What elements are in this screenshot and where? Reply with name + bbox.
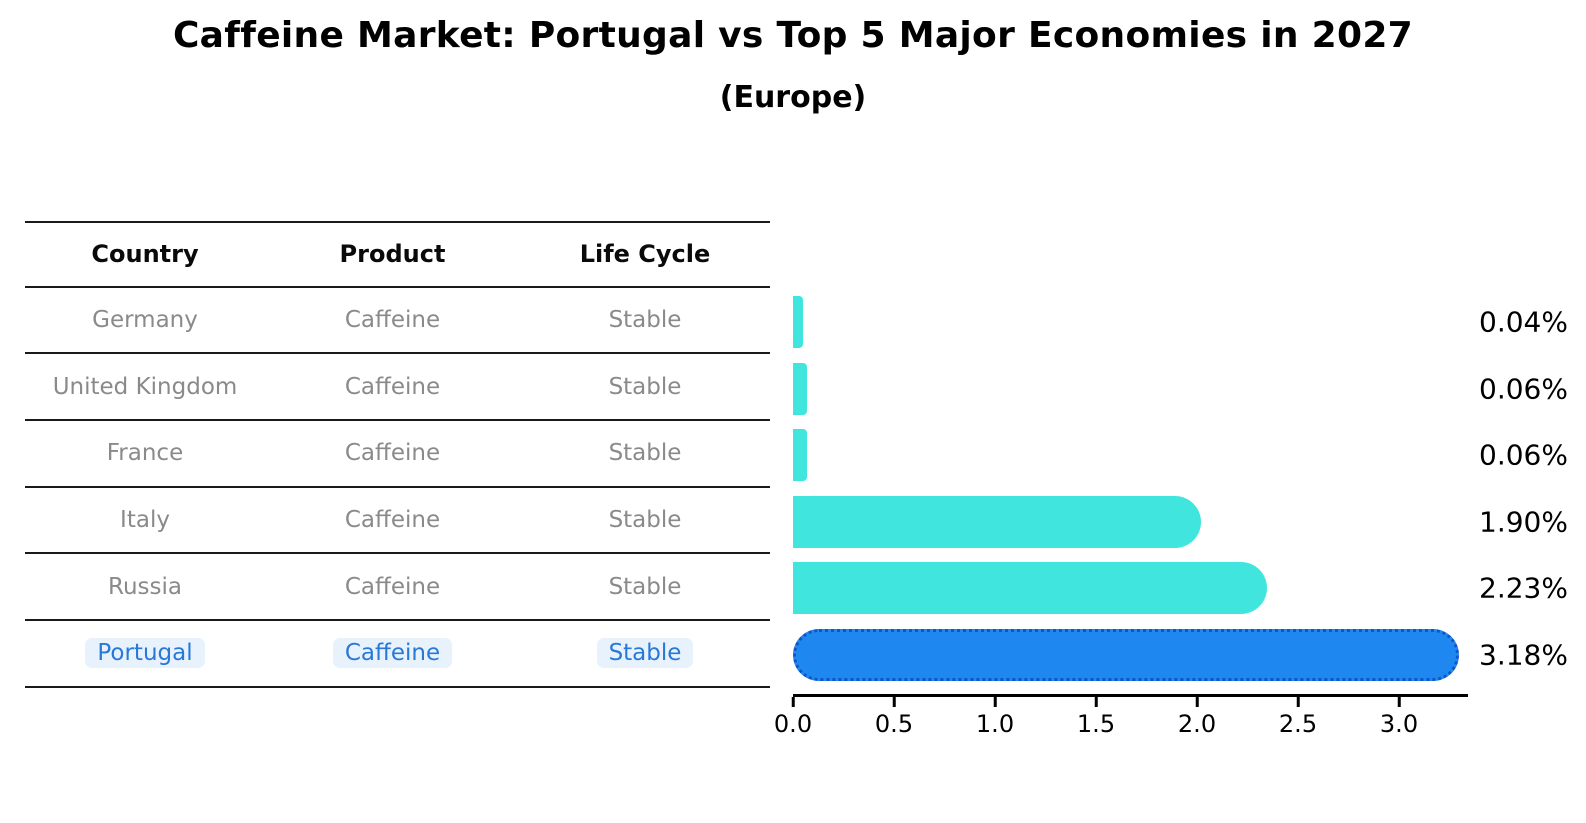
x-axis-tick (993, 697, 997, 707)
cell-product: Caffeine (265, 440, 520, 466)
column-header-product: Product (339, 240, 446, 269)
bar-portugal (793, 628, 1459, 681)
cell-life-cycle: Stable (520, 638, 770, 669)
cell-text: Caffeine (344, 306, 441, 333)
x-axis-tick (1094, 697, 1098, 707)
cell-text: Stable (596, 638, 694, 669)
table-row-portugal: Portugal Caffeine Stable (25, 621, 770, 688)
cell-text: Stable (608, 440, 682, 467)
bar-value-label: 1.90% (1479, 505, 1568, 538)
cell-product: Caffeine (265, 638, 520, 669)
cell-life-cycle: Stable (520, 374, 770, 400)
cell-country: Germany (25, 307, 265, 333)
cell-text: Caffeine (344, 506, 441, 533)
cell-life-cycle: Stable (520, 440, 770, 466)
x-axis-tick-label: 0.0 (773, 710, 813, 738)
cell-text: Germany (92, 306, 198, 333)
cell-product: Caffeine (265, 574, 520, 600)
cell-product: Caffeine (265, 374, 520, 400)
cell-text: Stable (608, 306, 682, 333)
data-table: Country Product Life Cycle Germany Caffeine… (25, 221, 770, 688)
cell-text: United Kingdom (52, 373, 238, 400)
cell-text: Caffeine (332, 638, 453, 669)
column-header-country: Country (91, 240, 199, 269)
table-row-russia: Russia Caffeine Stable (25, 554, 770, 621)
bar-value-label: 3.18% (1479, 638, 1568, 671)
column-header-life-cycle: Life Cycle (579, 240, 711, 269)
x-axis-tick-label: 3.0 (1379, 710, 1419, 738)
x-axis-tick (892, 697, 896, 707)
cell-country: Russia (25, 574, 265, 600)
table-body: Germany Caffeine Stable United Kingdom Caffe… (25, 288, 770, 688)
chart-subtitle: (Europe) (719, 80, 867, 115)
cell-text: Caffeine (344, 373, 441, 400)
x-axis-tick-label: 1.5 (1076, 710, 1116, 738)
cell-text: Stable (608, 573, 682, 600)
table-row-france: France Caffeine Stable (25, 421, 770, 488)
x-axis-tick-label: 2.0 (1177, 710, 1217, 738)
table-row-united-kingdom: United Kingdom Caffeine Stable (25, 354, 770, 421)
bar-value-label: 0.06% (1479, 438, 1568, 472)
bar-germany (793, 296, 803, 348)
table-row-italy: Italy Caffeine Stable (25, 488, 770, 555)
x-axis-tick-label: 2.5 (1278, 710, 1318, 738)
x-axis-line (793, 694, 1468, 697)
cell-text: Portugal (85, 638, 205, 669)
x-axis-tick (791, 697, 795, 707)
bar-italy (793, 495, 1201, 548)
cell-text: Stable (608, 506, 682, 533)
table-row-germany: Germany Caffeine Stable (25, 288, 770, 355)
bar-value-label: 0.06% (1479, 372, 1568, 405)
cell-life-cycle: Stable (520, 507, 770, 533)
cell-life-cycle: Stable (520, 574, 770, 600)
cell-text: Stable (608, 373, 682, 400)
cell-country: France (25, 440, 265, 466)
bar-united-kingdom (793, 362, 807, 415)
chart-title: Caffeine Market: Portugal vs Top 5 Major… (172, 15, 1414, 56)
cell-country: Portugal (25, 638, 265, 669)
bar-value-label: 2.23% (1479, 571, 1568, 605)
cell-life-cycle: Stable (520, 307, 770, 333)
cell-text: Caffeine (344, 440, 441, 467)
x-axis-tick-label: 1.0 (975, 710, 1015, 738)
table-header-row: Country Product Life Cycle (25, 223, 770, 288)
cell-text: Russia (108, 573, 182, 600)
bar-russia (793, 562, 1267, 614)
bar-france (793, 429, 807, 481)
cell-product: Caffeine (265, 507, 520, 533)
x-axis-tick (1195, 697, 1199, 707)
bar-value-label: 0.04% (1479, 305, 1568, 339)
cell-country: United Kingdom (25, 374, 265, 400)
cell-text: Caffeine (344, 573, 441, 600)
cell-text: France (106, 440, 184, 467)
cell-text: Italy (120, 506, 170, 533)
x-axis-tick (1296, 697, 1300, 707)
x-axis-tick-label: 0.5 (874, 710, 914, 738)
cell-product: Caffeine (265, 307, 520, 333)
x-axis-tick (1397, 697, 1401, 707)
cell-country: Italy (25, 507, 265, 533)
